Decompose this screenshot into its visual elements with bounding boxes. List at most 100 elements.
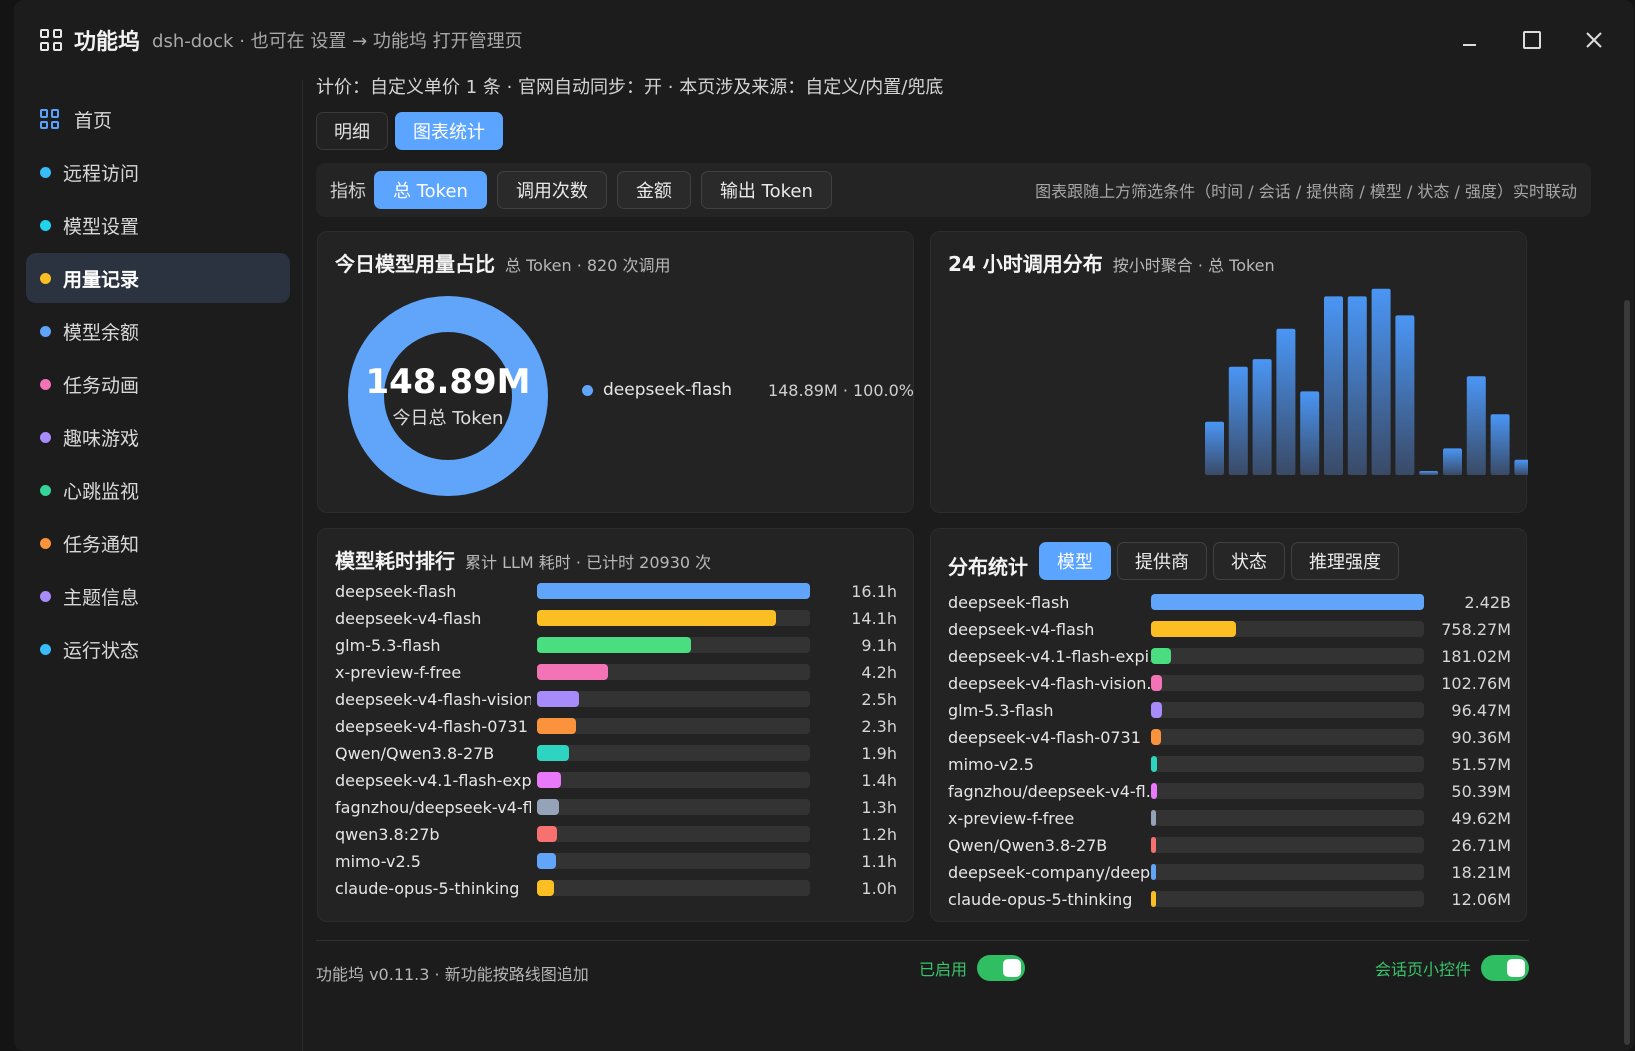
maximize-button[interactable]: [1514, 22, 1550, 58]
tab-model[interactable]: 模型: [1039, 542, 1111, 580]
distribution-bar-track: [1151, 675, 1424, 691]
sidebar-item-model-settings[interactable]: 模型设置: [26, 200, 290, 250]
sidebar-item-fun-games[interactable]: 趣味游戏: [26, 412, 290, 462]
status-dot-icon: [40, 272, 51, 284]
distribution-value: 2.42B: [1464, 592, 1511, 612]
distribution-tabs: 模型 提供商 状态 推理强度: [1039, 542, 1399, 580]
metric-output-token-button[interactable]: 输出 Token: [700, 171, 832, 209]
rank-bar-track: [537, 691, 810, 707]
rank-bar-fill: [537, 745, 570, 761]
distribution-bar-track: [1151, 864, 1424, 880]
tab-reasoning-strength[interactable]: 推理强度: [1291, 542, 1399, 580]
scrollbar[interactable]: [1624, 300, 1630, 1045]
sidebar-item-label: 趣味游戏: [63, 427, 140, 450]
close-button[interactable]: [1576, 22, 1612, 58]
rank-bar-fill: [537, 826, 558, 842]
sidebar-item-label: 心跳监视: [63, 480, 140, 503]
rank-model-name: deepseek-v4-flash-vision...: [335, 689, 531, 709]
minimize-button[interactable]: [1452, 22, 1488, 58]
rank-bar-track: [537, 718, 810, 734]
distribution-row: fagnzhou/deepseek-v4-fl... 50.39M: [948, 777, 1511, 805]
distribution-bar-track: [1151, 810, 1424, 826]
title-bar: 功能坞 dsh-dock · 也可在 设置 → 功能坞 打开管理页: [14, 0, 1634, 80]
rank-model-name: deepseek-v4-flash-0731: [335, 716, 528, 736]
distribution-bar-fill: [1151, 810, 1157, 826]
rank-value: 2.3h: [861, 716, 897, 736]
card-title-wrap: 24 小时调用分布 按小时聚合 · 总 Token: [948, 248, 1275, 277]
donut-chart: 148.89M 今日总 Token: [344, 292, 552, 500]
rank-bar-track: [537, 826, 810, 842]
rank-value: 1.1h: [861, 851, 897, 871]
tab-chart-stats[interactable]: 图表统计: [395, 112, 503, 150]
distribution-bar-fill: [1151, 891, 1157, 907]
donut-total-caption: 今日总 Token: [392, 408, 504, 429]
legend-name: deepseek-flash: [603, 380, 733, 400]
rank-bar-track: [537, 745, 810, 761]
widget-toggle[interactable]: [1481, 955, 1529, 981]
enabled-control: 已启用: [919, 955, 1026, 981]
enabled-toggle[interactable]: [977, 955, 1026, 981]
card-subtitle: 累计 LLM 耗时 · 已计时 20930 次: [465, 553, 712, 572]
rank-model-name: fagnzhou/deepseek-v4-fl...: [335, 797, 531, 817]
sidebar-item-remote-access[interactable]: 远程访问: [26, 147, 290, 197]
sidebar-item-label: 首页: [74, 109, 113, 132]
rank-model-name: Qwen/Qwen3.8-27B: [335, 743, 495, 763]
sidebar-item-label: 主题信息: [63, 586, 140, 609]
rank-model-name: deepseek-v4.1-flash-expi...: [335, 770, 531, 790]
rank-value: 14.1h: [851, 608, 897, 628]
rank-value: 9.1h: [861, 635, 897, 655]
card-title: 模型耗时排行: [335, 549, 455, 573]
status-dot-icon: [40, 325, 51, 337]
distribution-value: 102.76M: [1441, 673, 1511, 693]
rank-bar-track: [537, 583, 810, 599]
tab-status[interactable]: 状态: [1213, 542, 1285, 580]
sidebar-item-run-status[interactable]: 运行状态: [26, 624, 290, 674]
sidebar-item-model-balance[interactable]: 模型余额: [26, 306, 290, 356]
rank-bar-track: [537, 799, 810, 815]
distribution-value: 12.06M: [1451, 889, 1511, 909]
card-title-wrap: 今日模型用量占比 总 Token · 820 次调用: [335, 248, 671, 277]
distribution-row: deepseek-flash 2.42B: [948, 588, 1511, 616]
rank-value: 1.4h: [861, 770, 897, 790]
distribution-bar-track: [1151, 891, 1424, 907]
main-content: 计价：自定义单价 1 条 · 官网自动同步：开 · 本页涉及来源：自定义/内置/…: [316, 79, 1591, 217]
rank-row: deepseek-v4-flash 14.1h: [335, 604, 897, 632]
metric-total-token-button[interactable]: 总 Token: [374, 171, 487, 209]
rank-value: 2.5h: [861, 689, 897, 709]
distribution-model-name: x-preview-f-free: [948, 808, 1075, 828]
hour-bar: [1252, 359, 1272, 475]
sidebar-item-label: 用量记录: [63, 268, 140, 291]
rank-value: 16.1h: [851, 581, 897, 601]
metric-amount-button[interactable]: 金额: [616, 171, 691, 209]
hour-bar: [1300, 391, 1320, 475]
distribution-value: 50.39M: [1451, 781, 1511, 801]
tab-details[interactable]: 明细: [316, 112, 388, 150]
distribution-bar-track: [1151, 729, 1424, 745]
donut-svg: [348, 296, 548, 496]
sidebar-item-home[interactable]: 首页: [26, 94, 290, 144]
rank-row: deepseek-v4-flash-vision... 2.5h: [335, 685, 897, 713]
rank-row: deepseek-flash 16.1h: [335, 577, 897, 605]
distribution-row: claude-opus-5-thinking 12.06M: [948, 885, 1511, 913]
distribution-bar-fill: [1151, 783, 1157, 799]
sidebar-item-theme-info[interactable]: 主题信息: [26, 571, 290, 621]
sidebar-item-usage-records[interactable]: 用量记录: [26, 253, 290, 303]
sidebar-item-task-notify[interactable]: 任务通知: [26, 518, 290, 568]
view-tabs: 明细 图表统计: [316, 112, 1591, 150]
rank-row: glm-5.3-flash 9.1h: [335, 631, 897, 659]
version-info: 功能坞 v0.11.3 · 新功能按路线图追加: [316, 965, 589, 984]
sidebar-item-task-animation[interactable]: 任务动画: [26, 359, 290, 409]
distribution-bar-fill: [1151, 648, 1172, 664]
distribution-value: 49.62M: [1451, 808, 1511, 828]
rank-row: Qwen/Qwen3.8-27B 1.9h: [335, 739, 897, 767]
metric-call-count-button[interactable]: 调用次数: [496, 171, 607, 209]
sidebar-item-heartbeat[interactable]: 心跳监视: [26, 465, 290, 515]
maximize-icon: [1523, 31, 1541, 49]
distribution-bar-track: [1151, 648, 1424, 664]
hour-bar: [1419, 471, 1439, 475]
distribution-value: 26.71M: [1451, 835, 1511, 855]
grid-icon: [40, 109, 60, 129]
sidebar-item-label: 任务动画: [63, 374, 140, 397]
tab-provider[interactable]: 提供商: [1117, 542, 1207, 580]
donut-slice: [348, 296, 548, 496]
